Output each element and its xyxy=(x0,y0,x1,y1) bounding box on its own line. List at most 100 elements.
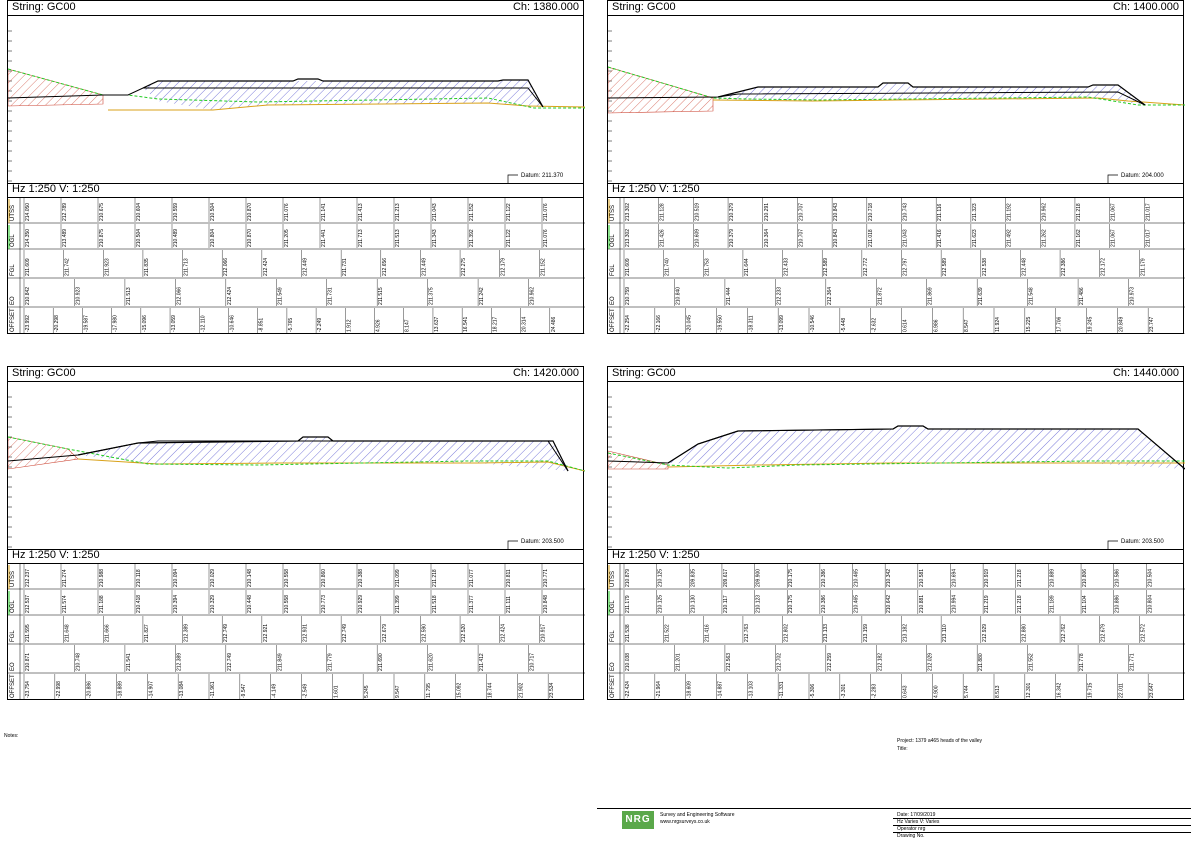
table-value: 210.804 xyxy=(210,229,216,247)
table-value: 212.364 xyxy=(827,287,833,305)
table-value: 212.449 xyxy=(421,258,427,276)
table-value: 211.219 xyxy=(984,595,990,613)
table-value: 213.159 xyxy=(863,624,869,642)
table-value: 210.581 xyxy=(919,569,925,587)
table-value: 210.504 xyxy=(210,203,216,221)
table-value: 210.707 xyxy=(798,203,804,221)
table-value: 211.017 xyxy=(1145,229,1151,247)
table-value: 210.694 xyxy=(951,569,957,587)
table-value: 21.902 xyxy=(518,682,524,698)
table-value: 211.213 xyxy=(395,203,401,221)
table-value: 8.547 xyxy=(964,319,970,332)
table-value: 212.233 xyxy=(776,287,782,305)
cut-area xyxy=(608,450,669,470)
table-value: 210.917 xyxy=(540,624,546,642)
titleblock-divider xyxy=(597,808,1191,809)
table-value: 211.188 xyxy=(99,595,105,613)
table-value: 210.388 xyxy=(358,569,364,587)
table-value: 210.175 xyxy=(788,569,794,587)
table-value: 211.122 xyxy=(506,229,512,247)
table-value: -23.992 xyxy=(25,315,31,332)
table-value: 0.614 xyxy=(903,319,909,332)
table-value: 210.773 xyxy=(321,595,327,613)
table-value: 211.218 xyxy=(1076,203,1082,221)
string-label: String: GC00 xyxy=(12,1,76,13)
table-value: 210.860 xyxy=(321,569,327,587)
table-value: 210.929 xyxy=(358,595,364,613)
table-value: 210.962 xyxy=(530,287,536,305)
table-value: 210.519 xyxy=(694,203,700,221)
table-value: 210.558 xyxy=(284,569,290,587)
table-value: 15.225 xyxy=(1026,316,1032,332)
scale-bar: Hz 1:250 V: 1:250 xyxy=(608,183,1183,198)
date-field: Date: 17/09/2019 xyxy=(897,812,936,818)
table-value: 211.205 xyxy=(284,229,290,247)
table-value: 211.218 xyxy=(1017,569,1023,587)
table-value: 212.537 xyxy=(25,595,31,613)
table-value: 211.623 xyxy=(972,229,978,247)
table-value: 210.448 xyxy=(247,595,253,613)
table-value: 212.259 xyxy=(827,653,833,671)
table-value: 210.848 xyxy=(543,595,549,613)
table-value: 211.548 xyxy=(1029,287,1035,305)
table-value: 210.489 xyxy=(173,229,179,247)
table-value: 213.489 xyxy=(62,229,68,247)
table-value: 211.779 xyxy=(328,653,334,671)
table-value: 211.849 xyxy=(277,653,283,671)
table-value: 211.441 xyxy=(321,229,327,247)
table-value: 211.162 xyxy=(1076,229,1082,247)
table-value: 16.342 xyxy=(1057,682,1063,698)
chainage-label: Ch: 1400.000 xyxy=(1112,1,1179,13)
table-value: 210.123 xyxy=(756,595,762,613)
table-value: 212.880 xyxy=(1021,624,1027,642)
table-value: 210.771 xyxy=(543,569,549,587)
table-value: 210.504 xyxy=(1147,569,1153,587)
data-table: UTSS 210.879 210.125 209.835 209.617 209.900 2… xyxy=(608,563,1185,700)
row-label: OFFSET xyxy=(610,674,616,698)
table-value: 212.179 xyxy=(501,258,507,276)
design-line xyxy=(608,91,1146,106)
table-value: 212.679 xyxy=(382,624,388,642)
panel-header: String: GC00 Ch: 1400.000 xyxy=(608,1,1183,16)
formation-line xyxy=(142,78,544,108)
fill-area xyxy=(78,437,568,471)
table-value: 210.879 xyxy=(625,569,631,587)
row-label: UTSS xyxy=(10,571,16,587)
table-value: 212.772 xyxy=(863,258,869,276)
table-value: 211.017 xyxy=(1145,203,1151,221)
table-value: 212.749 xyxy=(342,624,348,642)
scale-bar: Hz 1:250 V: 1:250 xyxy=(608,549,1183,564)
table-value: 212.424 xyxy=(501,624,507,642)
table-value: 210.886 xyxy=(1115,595,1121,613)
table-value: -22.998 xyxy=(56,681,62,698)
table-value: 210.919 xyxy=(984,569,990,587)
table-value: 8.147 xyxy=(405,319,411,332)
row-label: EO xyxy=(610,662,616,671)
table-value: 12.301 xyxy=(1026,682,1032,698)
table-value: 211.522 xyxy=(665,624,671,642)
table-value: 212.702 xyxy=(776,653,782,671)
table-value: -15.096 xyxy=(142,315,148,332)
table-value: 211.740 xyxy=(665,258,671,276)
table-value: 210.973 xyxy=(1130,287,1136,305)
table-value: 209.900 xyxy=(756,569,762,587)
row-label: OGL xyxy=(610,600,616,613)
table-value: 211.444 xyxy=(726,287,732,305)
title-label: Title: xyxy=(897,746,908,752)
table-value: 210.718 xyxy=(868,203,874,221)
company-url[interactable]: www.nrgsurveys.co.uk xyxy=(660,819,710,825)
table-value: 210.586 xyxy=(1115,569,1121,587)
table-value: 212.066 xyxy=(176,287,182,305)
table-value: 211.067 xyxy=(1111,229,1117,247)
row-label: OFFSET xyxy=(610,308,616,332)
table-value: 210.889 xyxy=(1049,569,1055,587)
table-value: 212.538 xyxy=(982,258,988,276)
table-value: 211.426 xyxy=(660,229,666,247)
table-value: 212.424 xyxy=(227,287,233,305)
table-value: 212.763 xyxy=(744,624,750,642)
table-value: 1.601 xyxy=(333,685,339,698)
table-value: -8.851 xyxy=(259,318,265,332)
table-value: -20.045 xyxy=(687,315,693,332)
table-value: 211.392 xyxy=(469,229,475,247)
table-value: 15.092 xyxy=(457,682,463,698)
